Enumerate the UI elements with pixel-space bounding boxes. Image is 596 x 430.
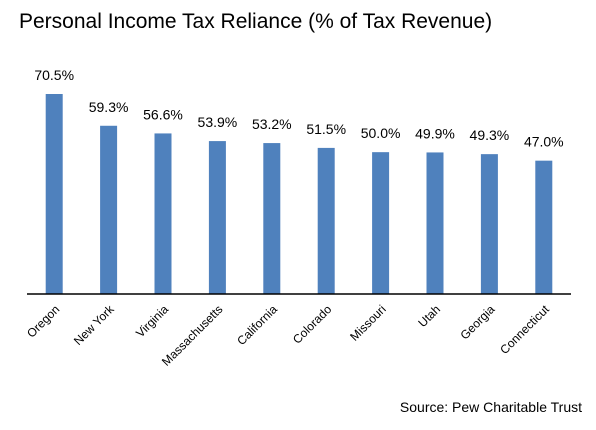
x-tick-label: Missouri: [347, 302, 388, 343]
data-label: 49.3%: [470, 127, 510, 143]
data-label: 70.5%: [34, 67, 74, 83]
bar-connecticut: [535, 160, 553, 294]
data-label: 53.2%: [252, 116, 292, 132]
x-tick-label: California: [234, 302, 280, 348]
x-tick-label: Oregon: [24, 302, 62, 340]
x-tick-label: Georgia: [457, 302, 497, 342]
data-label: 53.9%: [198, 114, 238, 130]
data-label: 51.5%: [306, 121, 346, 137]
source-note: Source: Pew Charitable Trust: [399, 399, 582, 415]
data-label: 47.0%: [524, 134, 564, 150]
bar-new-york: [100, 125, 118, 295]
x-tick-label: New York: [71, 302, 117, 348]
x-tick-label: Connecticut: [497, 302, 552, 357]
x-tick-label: Virginia: [133, 302, 171, 340]
bar-oregon: [45, 94, 63, 294]
bar-georgia: [480, 154, 498, 294]
bar-virginia: [154, 133, 172, 294]
data-label: 56.6%: [143, 106, 183, 122]
x-tick-label: Utah: [415, 302, 443, 330]
bar-utah: [426, 152, 444, 294]
data-label: 59.3%: [89, 99, 129, 115]
bar-colorado: [317, 147, 335, 294]
x-tick-label: Colorado: [290, 302, 335, 347]
chart-title: Personal Income Tax Reliance (% of Tax R…: [19, 10, 493, 33]
data-label: 50.0%: [361, 125, 401, 141]
bar-massachusetts: [208, 141, 226, 294]
data-label: 49.9%: [415, 125, 455, 141]
bar-missouri: [372, 152, 390, 294]
bar-california: [263, 143, 281, 294]
